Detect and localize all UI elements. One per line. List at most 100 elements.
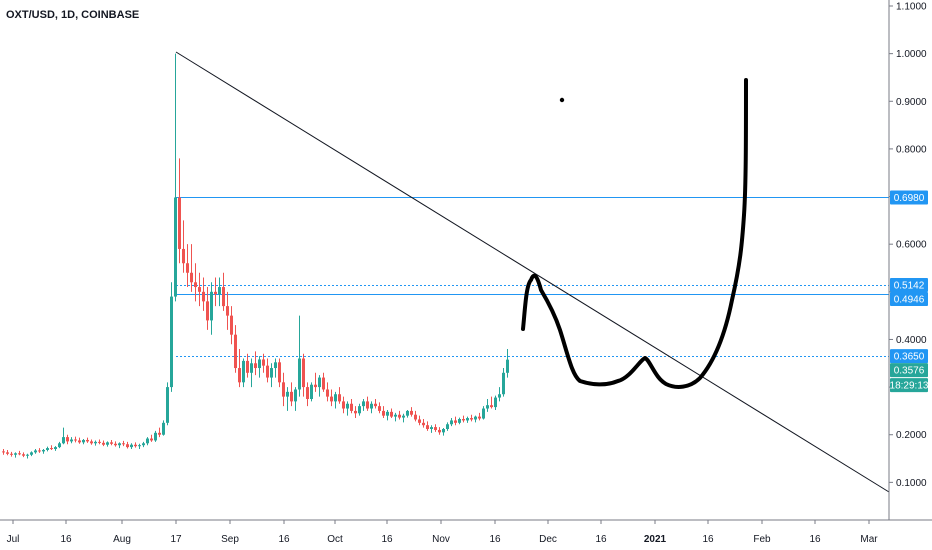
candle[interactable] <box>498 387 501 402</box>
candle[interactable] <box>118 442 121 449</box>
candle[interactable] <box>310 382 313 402</box>
candle[interactable] <box>262 353 265 373</box>
candle[interactable] <box>450 418 453 427</box>
candle[interactable] <box>66 434 69 445</box>
candle[interactable] <box>374 399 377 409</box>
candle[interactable] <box>82 439 85 445</box>
candle[interactable] <box>402 413 405 423</box>
candle[interactable] <box>162 420 165 436</box>
candle[interactable] <box>142 441 145 448</box>
candle[interactable] <box>138 443 141 450</box>
candle[interactable] <box>126 441 129 449</box>
candle[interactable] <box>78 437 81 444</box>
candle[interactable] <box>146 437 149 446</box>
candle[interactable] <box>422 419 425 428</box>
candle[interactable] <box>302 353 305 397</box>
candle[interactable] <box>218 277 221 307</box>
candle[interactable] <box>270 363 273 388</box>
candle[interactable] <box>242 358 245 388</box>
candle[interactable] <box>410 407 413 417</box>
candle[interactable] <box>466 416 469 423</box>
candle[interactable] <box>470 414 473 422</box>
candle[interactable] <box>182 220 185 273</box>
candle[interactable] <box>266 358 269 383</box>
candle[interactable] <box>230 306 233 345</box>
candle[interactable] <box>166 382 169 426</box>
candle[interactable] <box>354 406 357 419</box>
candle[interactable] <box>238 348 241 388</box>
candle[interactable] <box>250 358 253 388</box>
candle[interactable] <box>74 436 77 443</box>
candle[interactable] <box>426 421 429 431</box>
candle[interactable] <box>370 401 373 414</box>
candle[interactable] <box>38 448 41 453</box>
candle[interactable] <box>174 53 177 302</box>
candle[interactable] <box>298 315 301 397</box>
candle[interactable] <box>358 403 361 416</box>
candle[interactable] <box>110 439 113 446</box>
candle[interactable] <box>362 399 365 411</box>
hand-drawn-projection-path[interactable] <box>521 78 748 389</box>
candle[interactable] <box>194 263 197 302</box>
candle[interactable] <box>278 358 281 388</box>
candle[interactable] <box>226 291 229 330</box>
candle[interactable] <box>122 440 125 447</box>
candle[interactable] <box>322 372 325 392</box>
candle[interactable] <box>418 415 421 426</box>
candle[interactable] <box>458 417 461 425</box>
candle[interactable] <box>386 409 389 421</box>
candle[interactable] <box>14 452 17 458</box>
candle[interactable] <box>338 387 341 404</box>
candle[interactable] <box>186 244 189 288</box>
candle[interactable] <box>350 399 353 414</box>
candle[interactable] <box>378 402 381 414</box>
time-axis[interactable]: Jul 16 Aug 17 Sep 16 Oct 16 Nov 16 Dec 16 2021 16 Feb 1… <box>7 520 879 545</box>
candle[interactable] <box>134 442 137 448</box>
candle[interactable] <box>170 282 173 392</box>
candle[interactable] <box>150 434 153 442</box>
candle[interactable] <box>274 358 277 378</box>
candle[interactable] <box>306 382 309 407</box>
candle[interactable] <box>158 427 161 438</box>
candle[interactable] <box>26 453 29 459</box>
candle[interactable] <box>490 396 493 409</box>
candle[interactable] <box>34 449 37 454</box>
candle[interactable] <box>258 356 261 378</box>
candle[interactable] <box>62 427 65 445</box>
candle[interactable] <box>478 412 481 421</box>
candle[interactable] <box>406 409 409 418</box>
candle[interactable] <box>98 439 101 445</box>
candle[interactable] <box>486 399 489 412</box>
candle[interactable] <box>346 401 349 416</box>
candle[interactable] <box>282 372 285 407</box>
candle[interactable] <box>506 348 509 378</box>
candle[interactable] <box>178 158 181 264</box>
candle[interactable] <box>46 446 49 452</box>
candle[interactable] <box>90 439 93 445</box>
candle[interactable] <box>474 415 477 423</box>
candle[interactable] <box>390 408 393 419</box>
candle[interactable] <box>434 424 437 432</box>
candle[interactable] <box>114 441 117 447</box>
candle[interactable] <box>58 441 61 449</box>
candle[interactable] <box>50 445 53 450</box>
candle[interactable] <box>222 272 225 311</box>
candle[interactable] <box>6 449 9 456</box>
candle[interactable] <box>382 406 385 419</box>
candle[interactable] <box>454 416 457 426</box>
candle[interactable] <box>438 427 441 435</box>
candle[interactable] <box>94 440 97 446</box>
candle[interactable] <box>2 449 5 455</box>
candle[interactable] <box>462 415 465 423</box>
candle[interactable] <box>398 410 401 420</box>
candle[interactable] <box>18 450 21 456</box>
candle[interactable] <box>198 272 201 307</box>
trendline[interactable] <box>175 51 890 493</box>
candle[interactable] <box>190 244 193 292</box>
candle[interactable] <box>502 368 505 397</box>
candle[interactable] <box>342 396 345 414</box>
candle[interactable] <box>394 412 397 422</box>
candle[interactable] <box>130 443 133 450</box>
candle[interactable] <box>22 452 25 458</box>
